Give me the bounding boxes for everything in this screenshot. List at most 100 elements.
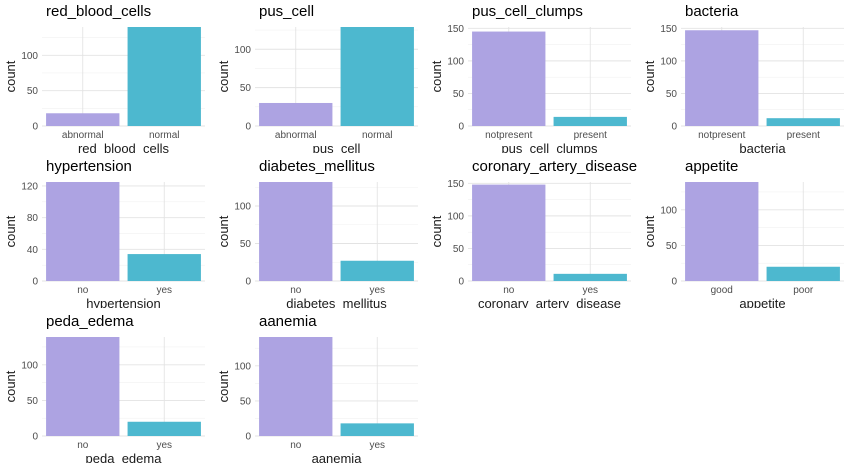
y-tick-label: 0 [458, 122, 464, 133]
x-tick-label: no [290, 285, 302, 296]
chart-title: diabetes_mellitus [259, 158, 375, 175]
chart-panel-pus_cell_clumps: 0 50 100 150 notpresent present pus_cell_clump… [426, 0, 639, 156]
y-tick-label: 50 [240, 396, 252, 407]
chart-title: hypertension [46, 158, 132, 175]
bar-abnormal [259, 102, 333, 126]
y-tick-label: 150 [447, 179, 464, 190]
chart-title: bacteria [685, 3, 739, 20]
x-tick-label: yes [582, 285, 598, 296]
x-tick-label: yes [369, 440, 385, 451]
chart-title: pus_cell_clumps [472, 3, 583, 20]
chart-title: peda_edema [46, 313, 134, 330]
bar-no [472, 184, 546, 281]
chart-panel-pus_cell: 0 50 100 abnormal normal pus_cell pus_cell coun… [213, 0, 426, 156]
y-tick-label: 80 [27, 213, 39, 224]
bar-yes [340, 260, 414, 281]
x-axis-label: aanemia [312, 451, 363, 463]
bar-no [259, 337, 333, 436]
bar-normal [127, 27, 201, 126]
y-tick-label: 50 [240, 83, 252, 94]
y-tick-label: 0 [32, 277, 38, 288]
bar-poor [766, 266, 840, 281]
chart-title: pus_cell [259, 3, 314, 20]
y-tick-label: 120 [21, 181, 38, 192]
chart-panel-appetite: 0 50 100 good poor appetite appetite count [639, 155, 852, 311]
x-axis-label: peda_edema [86, 451, 163, 463]
y-axis-label: count [216, 370, 231, 402]
y-tick-label: 100 [21, 360, 38, 371]
y-axis-label: count [642, 215, 657, 247]
chart-title: aanemia [259, 313, 317, 330]
bar-chart-aanemia: 0 50 100 no yes aanemia aanemia count [216, 313, 418, 466]
x-tick-label: no [77, 285, 89, 296]
y-tick-label: 50 [453, 244, 465, 255]
x-tick-label: good [711, 285, 733, 296]
y-axis-label: count [216, 60, 231, 92]
bar-no [46, 182, 120, 281]
y-tick-label: 50 [453, 89, 465, 100]
y-tick-label: 50 [27, 396, 39, 407]
chart-title: appetite [685, 158, 738, 175]
y-tick-label: 0 [458, 277, 464, 288]
x-tick-label: yes [156, 440, 172, 451]
bar-notpresent [685, 30, 759, 127]
y-tick-label: 0 [32, 122, 38, 133]
x-tick-label: notpresent [698, 130, 745, 141]
x-tick-label: no [503, 285, 515, 296]
x-axis-label: diabetes_mellitus [286, 296, 387, 308]
chart-panel-hypertension: 0 40 80 120 no yes hypertension hypertension cou… [0, 155, 213, 311]
x-axis-label: hypertension [86, 296, 160, 308]
x-tick-label: normal [149, 130, 180, 141]
y-axis-label: count [429, 215, 444, 247]
bar-yes [340, 423, 414, 436]
y-axis-label: count [429, 60, 444, 92]
x-tick-label: yes [369, 285, 385, 296]
y-tick-label: 0 [32, 432, 38, 443]
y-axis-label: count [3, 215, 18, 247]
y-tick-label: 100 [234, 45, 251, 56]
x-tick-label: no [290, 440, 302, 451]
x-tick-label: present [574, 130, 608, 141]
y-axis-label: count [642, 60, 657, 92]
y-tick-label: 40 [27, 245, 39, 256]
x-axis-label: coronary_artery_disease [478, 296, 621, 308]
x-tick-label: normal [362, 130, 393, 141]
chart-title: coronary_artery_disease [472, 158, 637, 175]
y-tick-label: 50 [666, 89, 678, 100]
x-axis-label: red_blood_cells [78, 141, 170, 153]
bar-yes [127, 421, 201, 436]
y-tick-label: 150 [660, 24, 677, 35]
bar-no [259, 182, 333, 281]
y-tick-label: 0 [245, 122, 251, 133]
bar-present [766, 118, 840, 126]
y-axis-label: count [216, 215, 231, 247]
y-tick-label: 100 [447, 211, 464, 222]
y-tick-label: 0 [245, 277, 251, 288]
x-tick-label: no [77, 440, 89, 451]
y-tick-label: 50 [666, 241, 678, 252]
y-tick-label: 150 [447, 24, 464, 35]
x-axis-label: appetite [739, 296, 785, 308]
y-tick-label: 100 [21, 51, 38, 62]
x-axis-label: pus_cell [313, 141, 361, 153]
bar-normal [340, 27, 414, 126]
x-tick-label: abnormal [275, 130, 317, 141]
chart-panel-peda_edema: 0 50 100 no yes peda_edema peda_edema count [0, 310, 213, 466]
x-tick-label: present [787, 130, 821, 141]
bar-abnormal [46, 113, 120, 126]
y-tick-label: 100 [447, 56, 464, 67]
y-axis-label: count [3, 370, 18, 402]
x-tick-label: abnormal [62, 130, 104, 141]
bar-no [46, 337, 120, 436]
y-tick-label: 0 [245, 432, 251, 443]
bar-chart-appetite: 0 50 100 good poor appetite appetite count [642, 158, 844, 311]
bar-yes [553, 273, 627, 281]
y-tick-label: 0 [671, 277, 677, 288]
chart-panel-diabetes_mellitus: 0 50 100 no yes diabetes_mellitus diabetes_mel… [213, 155, 426, 311]
y-tick-label: 100 [234, 202, 251, 213]
